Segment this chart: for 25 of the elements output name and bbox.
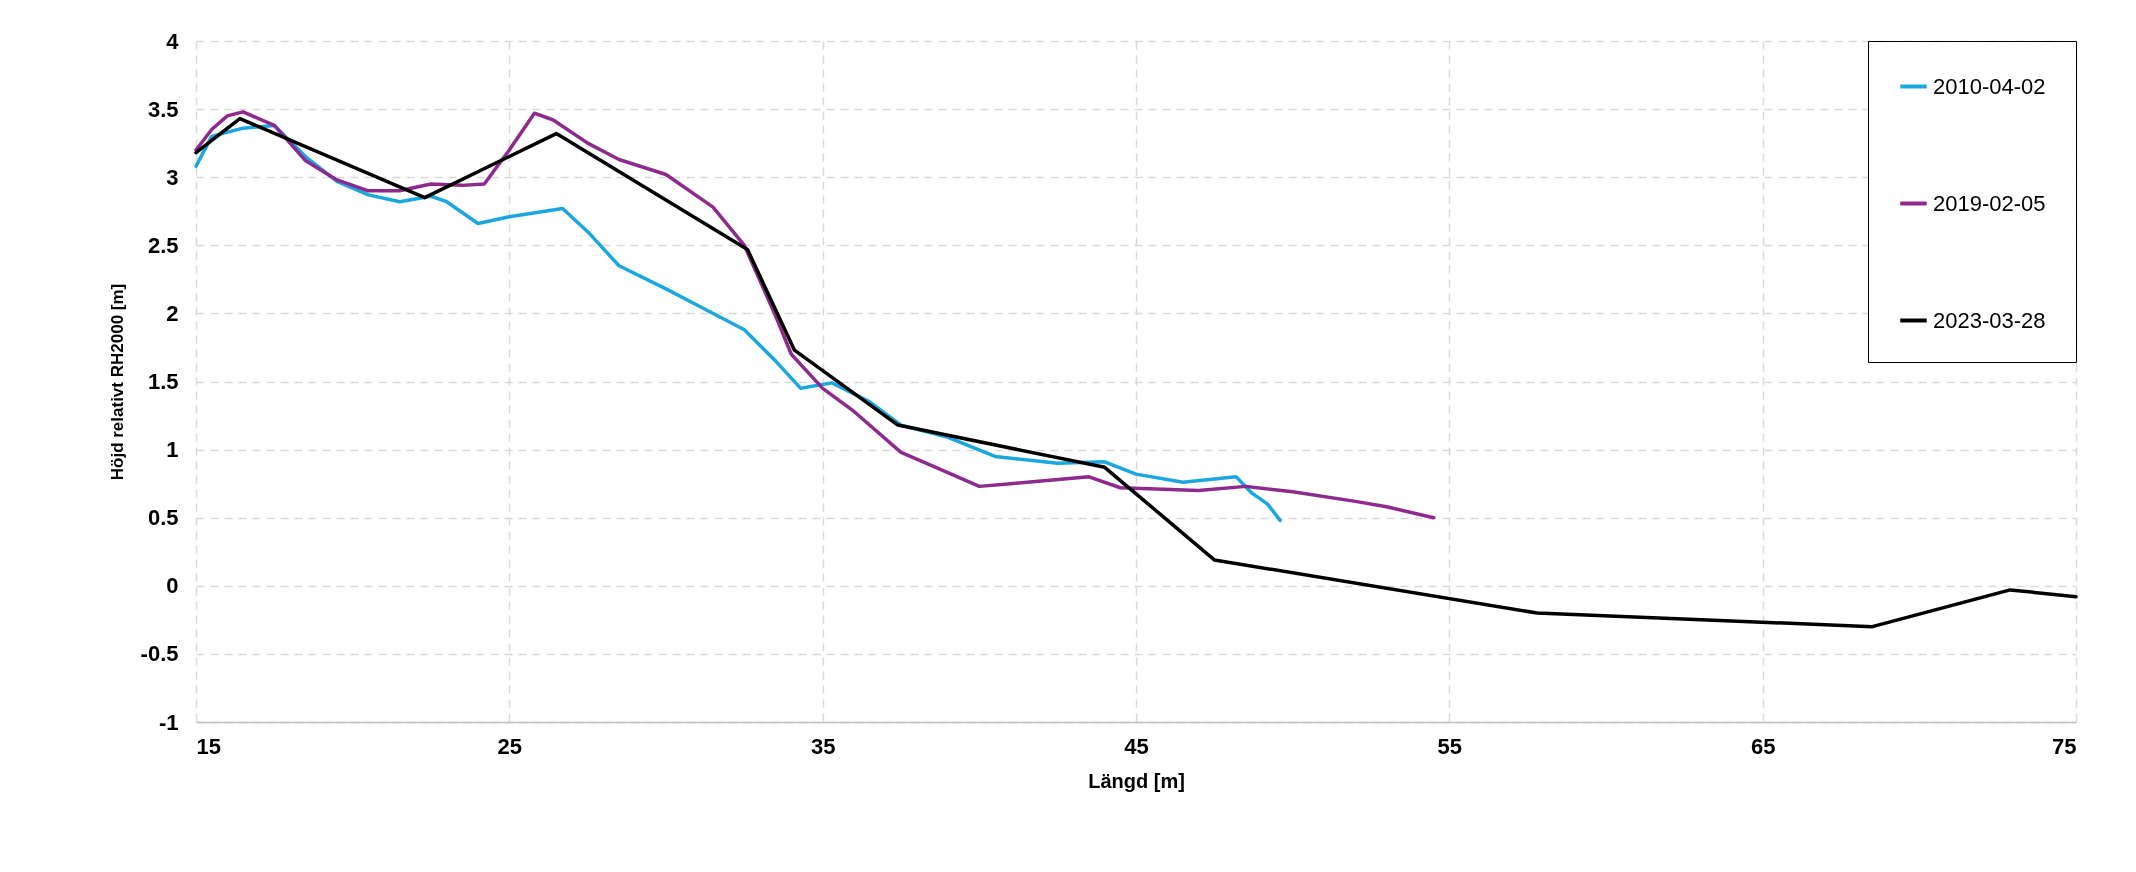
y-tick-label: 2 <box>166 300 179 326</box>
line-series <box>194 110 1436 520</box>
legend-label: 2019-02-05 <box>1933 190 2046 216</box>
x-tick-label: 65 <box>1750 733 1776 759</box>
x-tick-label: 35 <box>810 733 836 759</box>
y-tick-label: 1 <box>166 437 179 463</box>
y-tick-label: -0.5 <box>140 641 179 667</box>
y-tick-label: 3 <box>166 164 179 190</box>
x-tick-label: 55 <box>1437 733 1463 759</box>
x-tick-label: 45 <box>1124 733 1149 759</box>
legend-label: 2010-04-02 <box>1933 73 2046 99</box>
y-axis-title: Höjd relativt RH2000 [m] <box>107 283 127 481</box>
y-tick-label: 4 <box>166 28 180 54</box>
y-tick-label: 2.5 <box>147 232 179 258</box>
x-tick-label: 25 <box>497 733 523 759</box>
x-tick-label: 15 <box>196 733 221 759</box>
y-tick-label: 0 <box>166 573 179 599</box>
y-tick-label: -1 <box>158 709 179 735</box>
x-tick-label: 75 <box>2052 733 2077 759</box>
y-tick-label: 0.5 <box>147 505 179 531</box>
line-series <box>194 116 2078 629</box>
y-tick-label: 1.5 <box>147 369 179 394</box>
y-tick-label: 3.5 <box>147 96 179 122</box>
x-axis-title: Längd [m] <box>1088 769 1185 792</box>
legend-label: 2023-03-28 <box>1933 307 2046 333</box>
